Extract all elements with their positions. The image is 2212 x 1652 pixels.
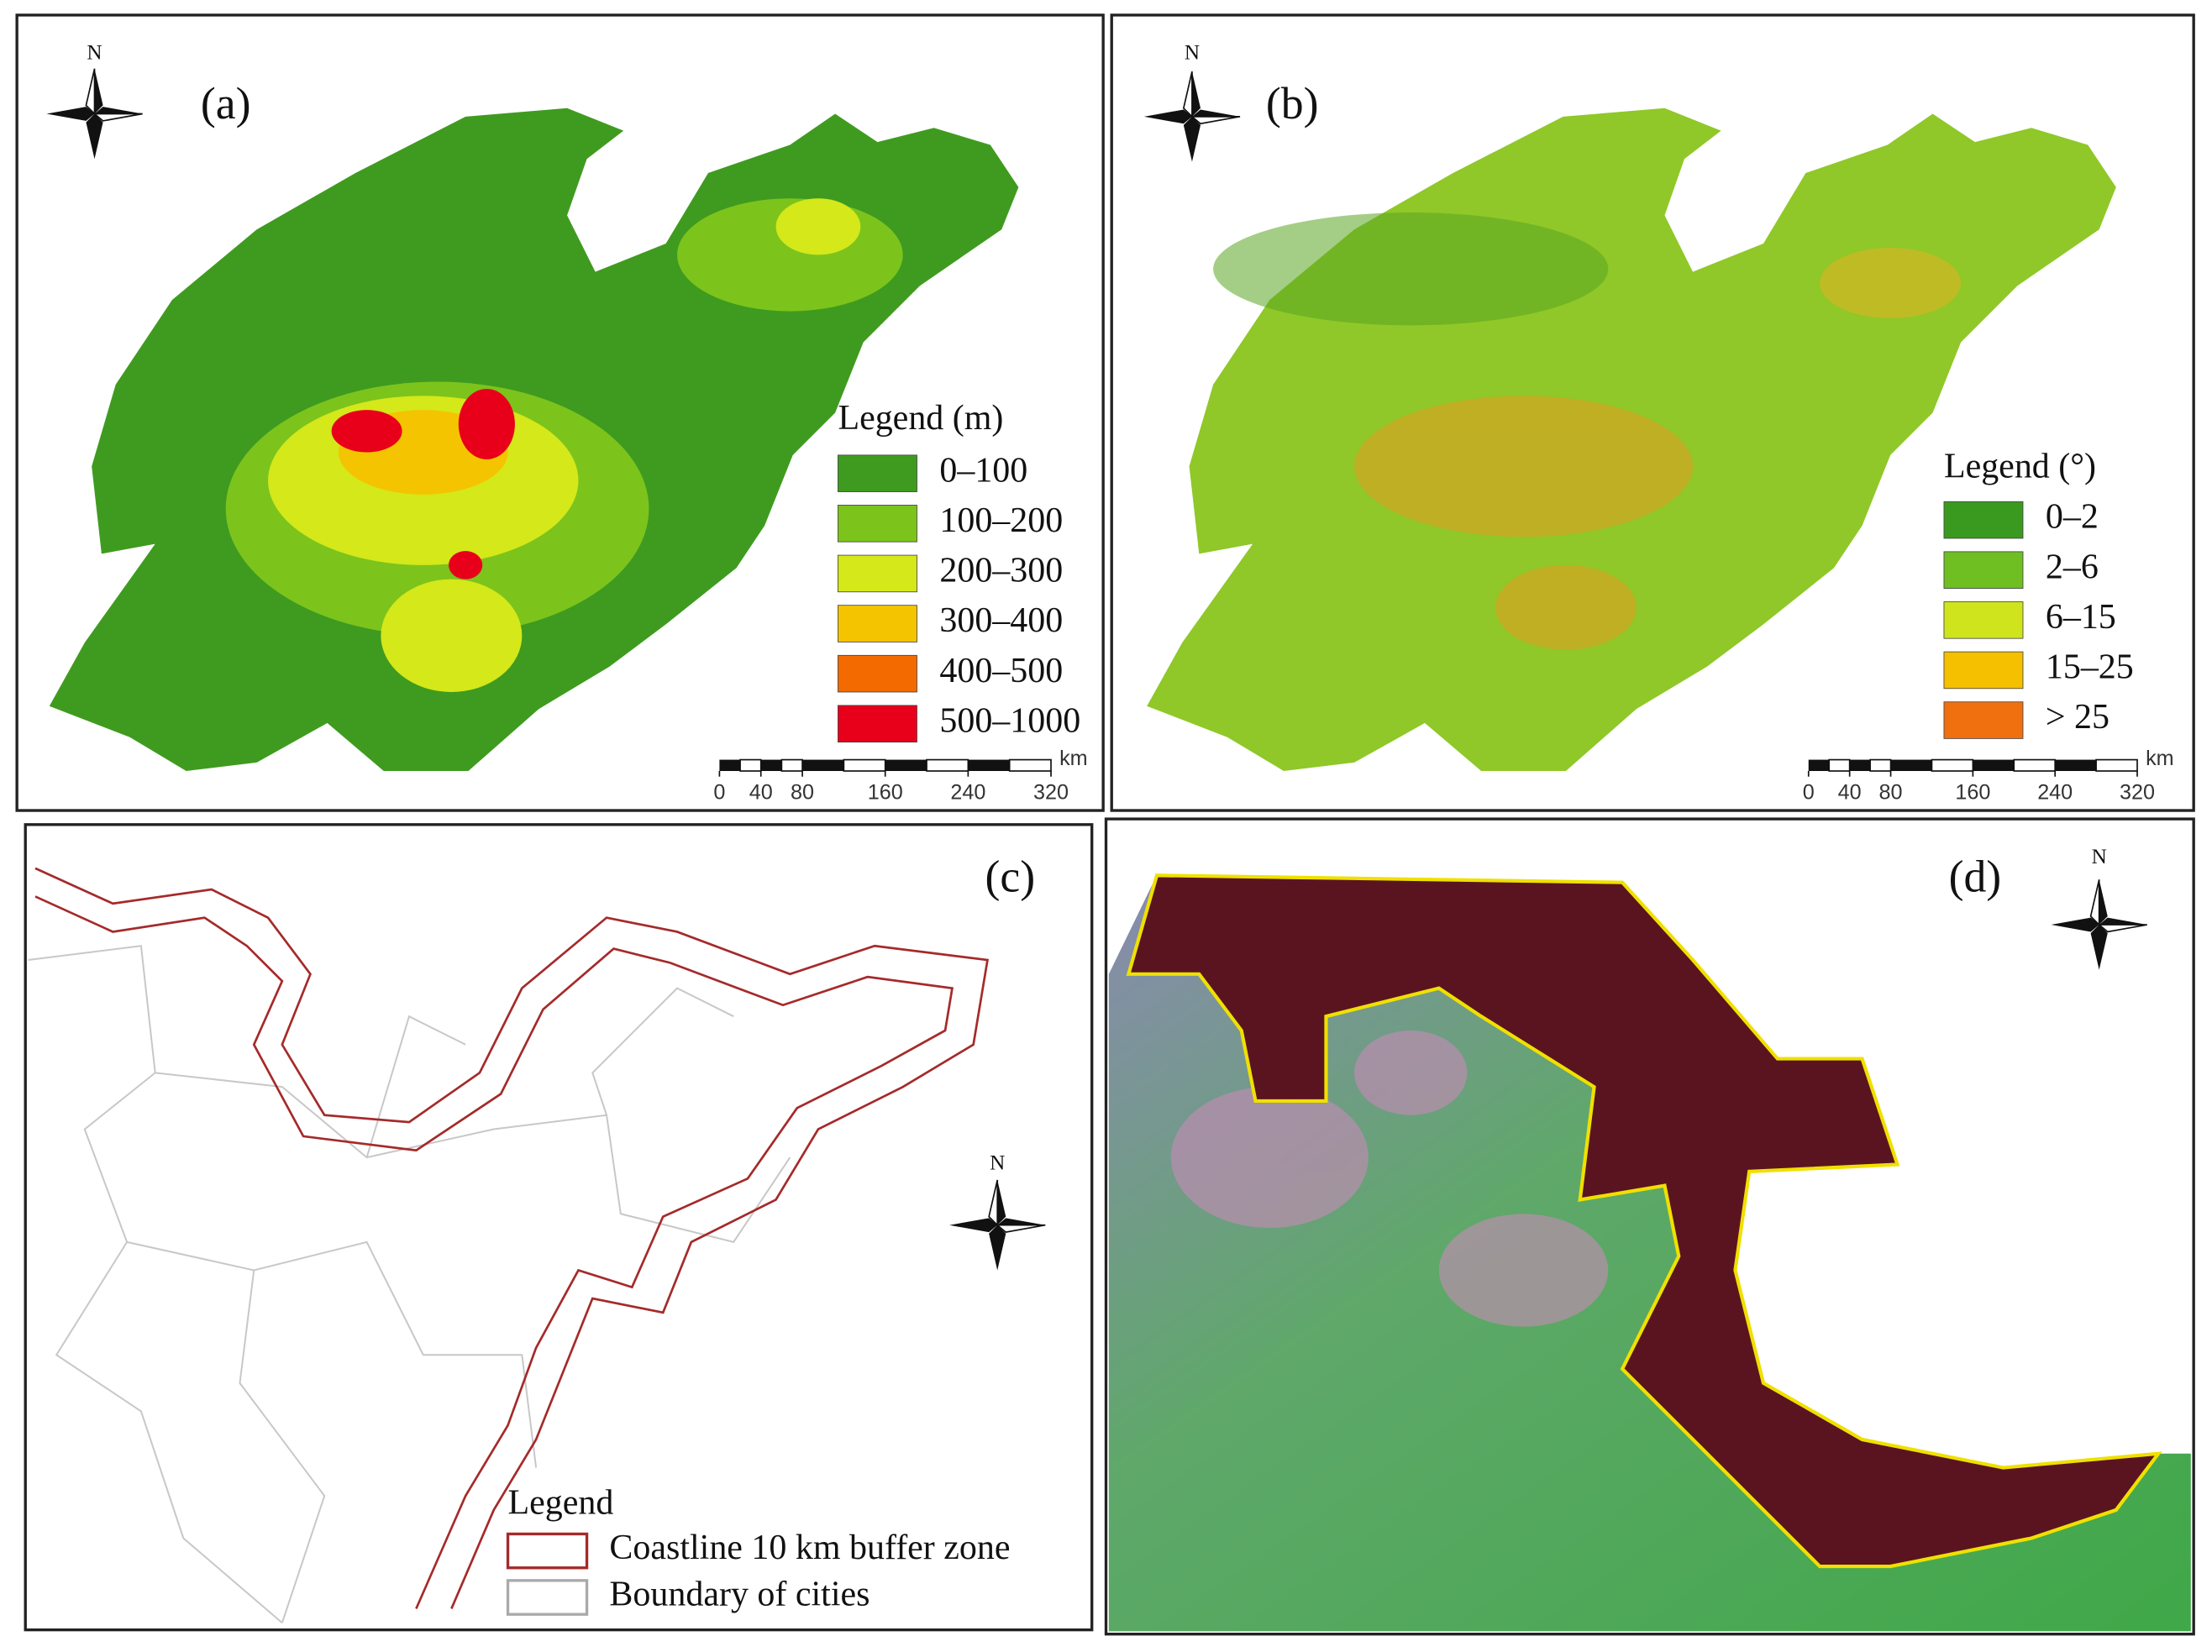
panel-label: (b) <box>1266 78 1319 128</box>
scale-segment <box>968 759 1010 772</box>
legend-label: 200–300 <box>939 552 1063 590</box>
panel-b: N (b) Legend (°) 0–2 2–6 6–15 15–25 > 25 0 40 80… <box>1110 13 2195 812</box>
scale-segment <box>2013 758 2057 772</box>
scale-label: 240 <box>2037 781 2073 805</box>
scale-label: 320 <box>2120 781 2155 805</box>
north-label: N <box>990 1151 1005 1174</box>
scale-segment <box>2055 759 2097 772</box>
scale-label: 160 <box>868 781 903 805</box>
scale-segment <box>885 759 927 772</box>
legend-title: Legend (m) <box>838 399 1003 438</box>
legend-swatch <box>1943 551 2024 589</box>
scale-segment <box>1931 758 1974 772</box>
scale-label: 0 <box>713 781 725 805</box>
city-boundaries <box>28 945 791 1624</box>
scale-segment <box>802 759 844 772</box>
scale-label: 240 <box>950 781 985 805</box>
panel-label: (c) <box>985 851 1036 901</box>
legend-label: 400–500 <box>939 652 1063 690</box>
legend-label: Boundary of cities <box>609 1576 870 1614</box>
legend-swatch <box>838 705 917 743</box>
coastal-zone <box>1126 873 2162 1569</box>
legend-label: > 25 <box>2046 698 2110 737</box>
scale-segment <box>780 758 803 772</box>
scale-label: 40 <box>1838 781 1862 805</box>
legend-swatch <box>506 1579 589 1616</box>
scale-segment <box>926 758 969 772</box>
legend-swatch <box>1943 651 2024 690</box>
scale-segment <box>1828 758 1851 772</box>
legend-swatch <box>838 554 917 593</box>
scale-segment <box>1008 758 1052 772</box>
scale-segment <box>760 759 782 772</box>
legend-label: 100–200 <box>939 501 1063 540</box>
legend-swatch <box>506 1532 589 1570</box>
panel-a: N (a) Legend (m) 0–100 100–200 200–300 300–4… <box>15 13 1105 812</box>
legend-swatch <box>838 654 917 693</box>
scale-segment <box>1869 758 1892 772</box>
legend-swatch <box>838 505 917 543</box>
legend-label: 2–6 <box>2046 548 2099 586</box>
scale-label: 320 <box>1033 781 1069 805</box>
buffer-zone <box>34 867 990 1609</box>
panel-c: N (c) Legend Coastline 10 km buffer zone B… <box>24 823 1094 1632</box>
scale-segment <box>1808 759 1830 772</box>
legend-title: Legend <box>508 1484 614 1523</box>
north-label: N <box>87 42 102 65</box>
legend-label: 500–1000 <box>939 701 1080 740</box>
panel-d: N (d) <box>1104 817 2195 1636</box>
scale-label: 80 <box>791 781 814 805</box>
scale-segment <box>1849 759 1871 772</box>
north-label: N <box>2092 846 2107 868</box>
legend-label: Coastline 10 km buffer zone <box>609 1529 1010 1567</box>
legend-label: 6–15 <box>2046 598 2116 637</box>
scale-segment <box>719 759 741 772</box>
legend-label: 0–2 <box>2046 498 2099 537</box>
scale-label: 40 <box>749 781 773 805</box>
scale-label: 160 <box>1955 781 1990 805</box>
legend-label: 15–25 <box>2046 648 2134 687</box>
scale-segment <box>843 758 886 772</box>
scale-segment <box>2095 758 2138 772</box>
panel-label: (a) <box>201 78 251 128</box>
legend-swatch <box>838 454 917 492</box>
scale-segment <box>739 758 762 772</box>
legend-swatch <box>1943 501 2024 539</box>
legend-label: 0–100 <box>939 451 1027 490</box>
scale-label: 80 <box>1879 781 1903 805</box>
urban-areas <box>1170 1030 1609 1327</box>
panel-label: (d) <box>1949 851 2002 901</box>
scale-unit: km <box>1059 747 1088 770</box>
slope-patches <box>1213 212 1962 650</box>
legend-swatch <box>1943 701 2024 739</box>
scale-label: 0 <box>1803 781 1815 805</box>
scale-unit: km <box>2146 747 2174 770</box>
relief <box>225 198 903 692</box>
legend-swatch <box>838 605 917 642</box>
scale-segment <box>1890 759 1932 772</box>
legend-swatch <box>1943 601 2024 639</box>
north-label: N <box>1185 42 1200 65</box>
scale-segment <box>1973 759 2015 772</box>
legend-label: 300–400 <box>939 601 1063 640</box>
legend-title: Legend (°) <box>1944 447 2096 485</box>
